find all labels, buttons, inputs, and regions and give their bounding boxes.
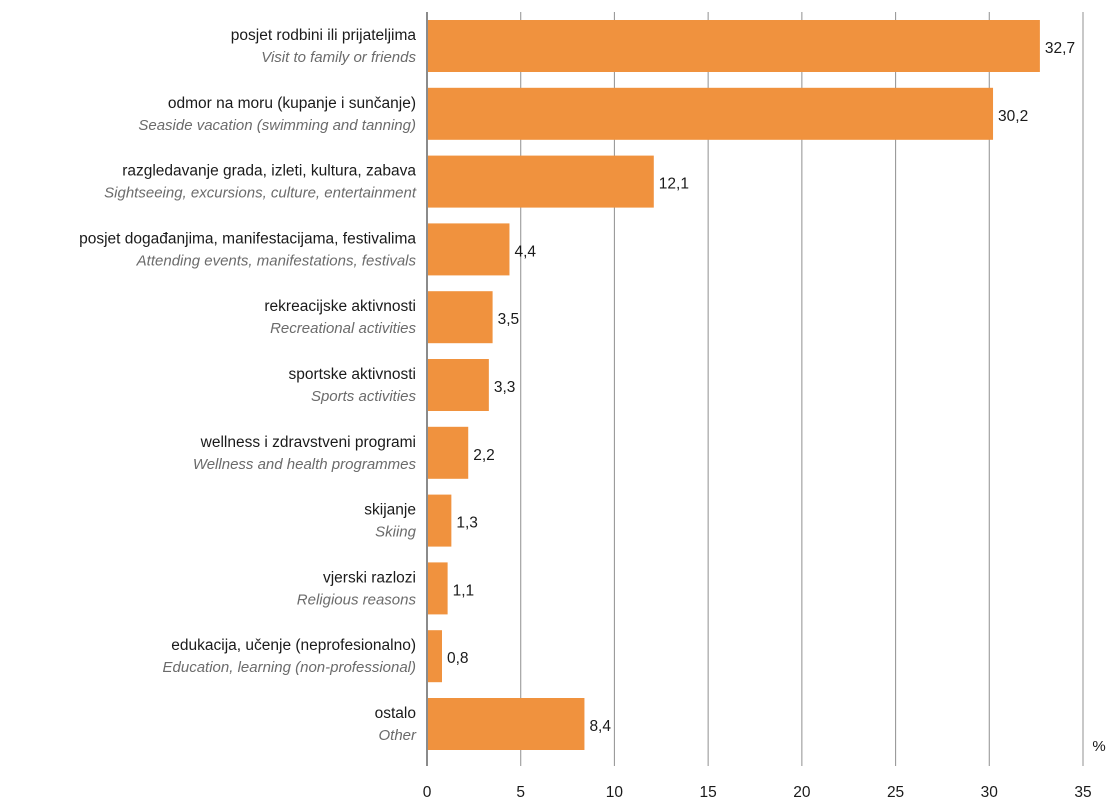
category-label-en: Skiing — [375, 524, 417, 541]
category-label: edukacija, učenje (neprofesionalno) — [171, 637, 416, 654]
value-label: 4,4 — [514, 243, 536, 260]
category-label: posjet rodbini ili prijateljima — [231, 27, 417, 44]
x-tick-label: 10 — [606, 784, 624, 801]
category-labels: posjet rodbini ili prijateljima Visit to … — [79, 27, 417, 744]
category-label: wellness i zdravstveni programi — [200, 434, 416, 451]
value-label: 3,3 — [494, 379, 516, 396]
category-label-en: Education, learning (non-professional) — [163, 659, 416, 676]
category-label: ostalo — [375, 705, 416, 722]
category-label-en: Wellness and health programmes — [193, 456, 417, 473]
category-label-en: Seaside vacation (swimming and tanning) — [138, 117, 416, 134]
category-label: sportske aktivnosti — [289, 366, 417, 383]
bar — [428, 426, 469, 479]
bar — [428, 155, 654, 208]
value-label: 1,3 — [456, 515, 478, 532]
category-label: posjet događanjima, manifestacijama, fes… — [79, 230, 416, 247]
category-label-en: Visit to family or friends — [261, 49, 416, 66]
x-tick-label: 20 — [793, 784, 811, 801]
bar — [428, 223, 510, 276]
value-label: 32,7 — [1045, 40, 1075, 57]
category-label-en: Attending events, manifestations, festiv… — [136, 252, 417, 269]
value-label: 30,2 — [998, 108, 1028, 125]
category-label-en: Recreational activities — [270, 320, 416, 337]
x-tick-label: 35 — [1074, 784, 1091, 801]
bar — [428, 562, 448, 615]
x-axis-ticks: 0 5 10 15 20 25 30 35 — [423, 784, 1092, 801]
category-label: odmor na moru (kupanje i sunčanje) — [168, 95, 416, 112]
category-label: rekreacijske aktivnosti — [264, 298, 416, 315]
x-tick-label: 0 — [423, 784, 432, 801]
value-label: 8,4 — [589, 718, 611, 735]
category-label-en: Religious reasons — [297, 591, 417, 608]
bar — [428, 291, 493, 344]
category-label-en: Sports activities — [311, 388, 417, 405]
bar — [428, 359, 489, 411]
value-label: 12,1 — [659, 176, 689, 193]
x-tick-label: 25 — [887, 784, 904, 801]
x-tick-label: 15 — [700, 784, 717, 801]
value-label: 0,8 — [447, 650, 469, 667]
value-label: 3,5 — [498, 311, 520, 328]
value-label: 2,2 — [473, 447, 495, 464]
bar — [428, 494, 452, 547]
category-label: vjerski razlozi — [323, 569, 416, 586]
category-label-en: Sightseeing, excursions, culture, entert… — [104, 185, 417, 202]
bar — [428, 630, 442, 683]
value-labels: 32,7 30,2 12,1 4,4 3,5 3,3 2,2 1,3 1,1 0,8 8,4 — [447, 40, 1075, 735]
bars — [428, 20, 1040, 750]
x-tick-label: 30 — [981, 784, 999, 801]
category-label-en: Other — [378, 727, 417, 744]
x-axis-unit: % — [1092, 738, 1105, 755]
category-label: razgledavanje grada, izleti, kultura, za… — [122, 163, 416, 180]
bar — [428, 20, 1040, 72]
bar — [428, 698, 585, 750]
category-label: skijanje — [364, 502, 416, 519]
value-label: 1,1 — [453, 582, 475, 599]
bar — [428, 87, 994, 140]
x-tick-label: 5 — [516, 784, 525, 801]
